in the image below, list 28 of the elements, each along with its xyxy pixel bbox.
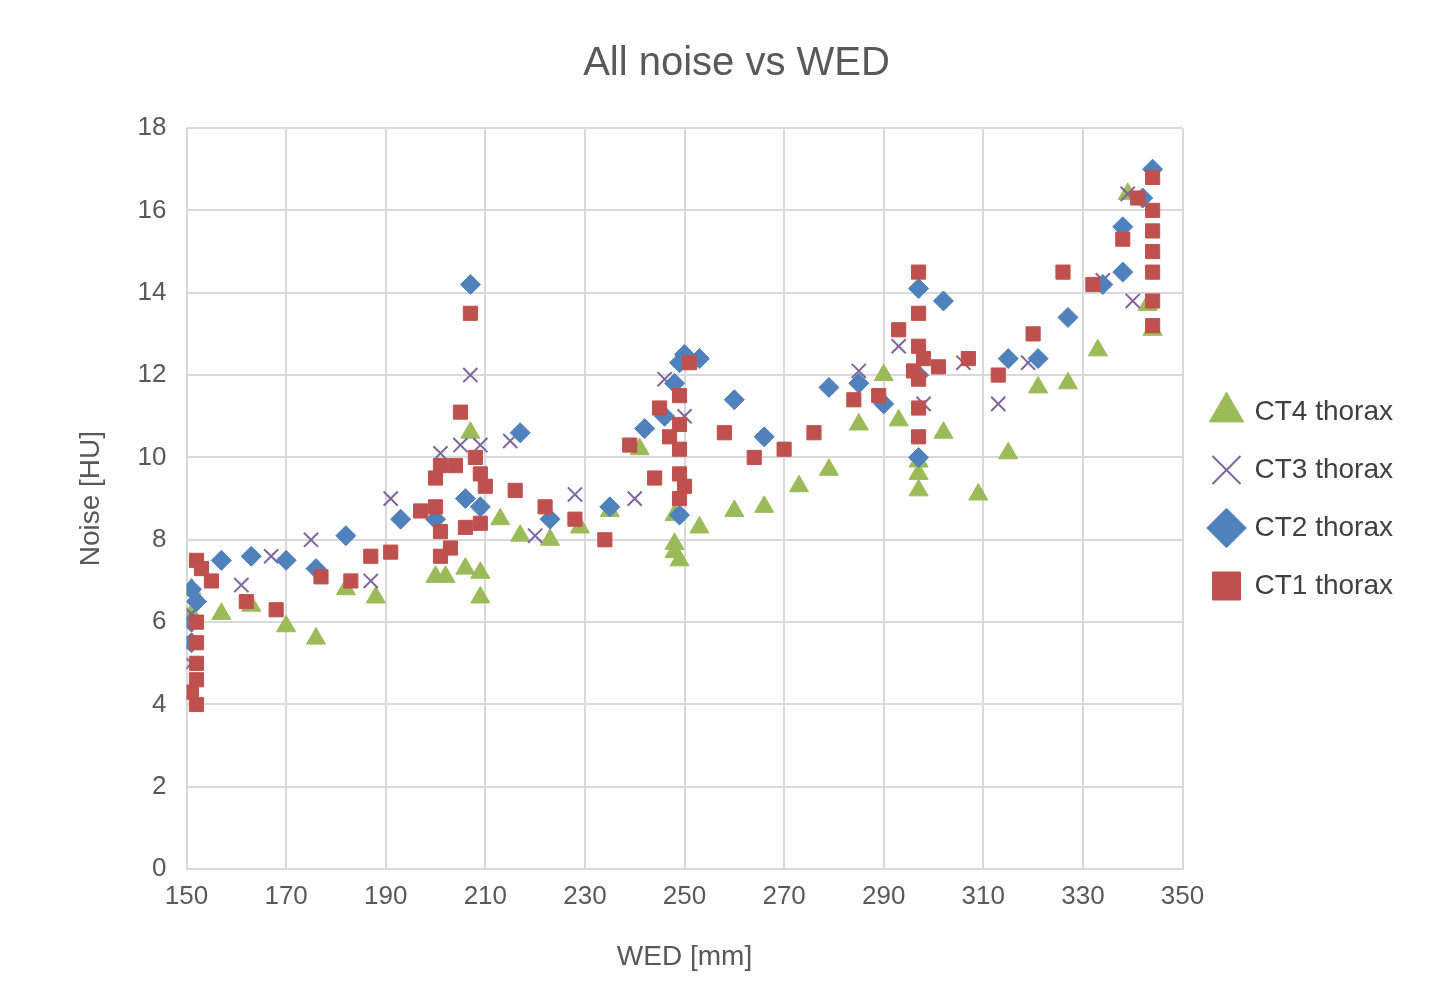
x-tick-label: 350 bbox=[1160, 879, 1205, 910]
x-tick-label: 290 bbox=[862, 879, 906, 910]
y-tick-label: 10 bbox=[137, 440, 167, 471]
y-tick-label: 0 bbox=[152, 852, 167, 883]
legend-label: CT3 thorax bbox=[1254, 452, 1393, 484]
legend-label: CT2 thorax bbox=[1254, 510, 1393, 542]
y-tick-label: 6 bbox=[152, 605, 167, 636]
x-tick-label: 150 bbox=[164, 879, 209, 910]
legend-label: CT1 thorax bbox=[1254, 568, 1393, 600]
x-tick-label: 170 bbox=[264, 879, 308, 910]
x-tick-label: 230 bbox=[563, 879, 607, 910]
x-tick-label: 190 bbox=[364, 879, 408, 910]
chart-title: All noise vs WED bbox=[583, 39, 890, 84]
legend-label: CT4 thorax bbox=[1254, 394, 1393, 426]
x-tick-label: 270 bbox=[762, 879, 806, 910]
x-tick-label: 330 bbox=[1061, 879, 1105, 910]
y-tick-label: 2 bbox=[152, 770, 167, 801]
y-tick-label: 8 bbox=[152, 522, 167, 553]
y-tick-label: 12 bbox=[137, 358, 167, 389]
x-axis-title: WED [mm] bbox=[616, 939, 753, 971]
x-tick-label: 250 bbox=[662, 879, 707, 910]
x-tick-label: 310 bbox=[961, 879, 1005, 910]
y-tick-label: 16 bbox=[137, 193, 167, 224]
y-axis-title: Noise [HU] bbox=[73, 430, 105, 567]
y-tick-label: 14 bbox=[137, 275, 167, 306]
x-tick-label: 210 bbox=[463, 879, 508, 910]
y-tick-label: 18 bbox=[137, 111, 167, 142]
y-tick-label: 4 bbox=[152, 687, 167, 718]
